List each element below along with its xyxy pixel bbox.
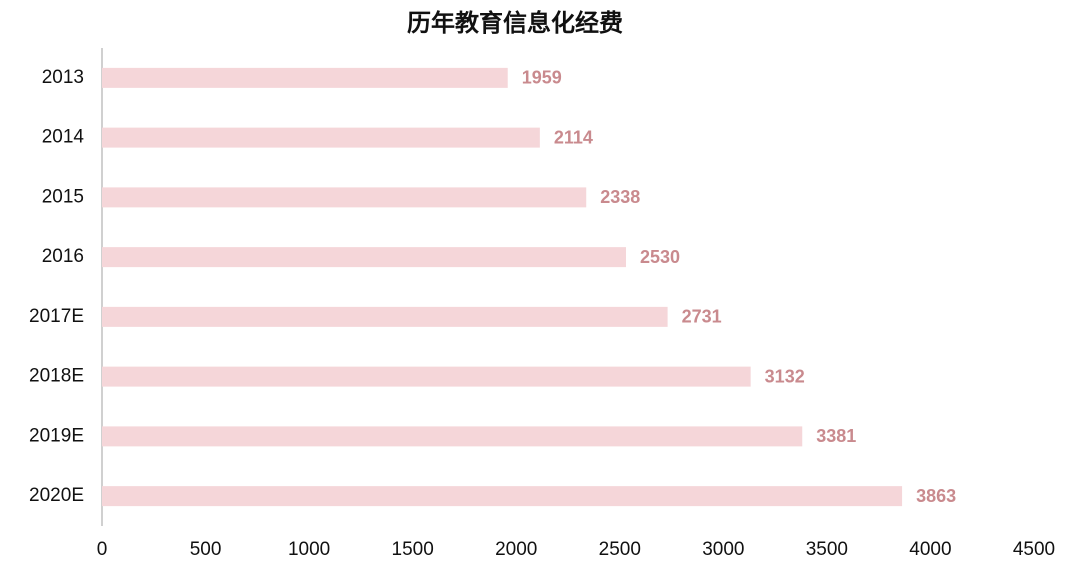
x-tick-label: 3500 <box>806 539 848 560</box>
y-tick-label: 2020E <box>29 485 84 506</box>
bar <box>102 127 540 148</box>
data-label: 3381 <box>816 426 856 446</box>
data-label: 2731 <box>682 307 722 327</box>
data-label: 1959 <box>522 68 562 88</box>
x-tick-label: 0 <box>97 539 108 560</box>
bar <box>102 486 903 507</box>
y-tick-label: 2016 <box>42 246 84 267</box>
x-tick-label: 1000 <box>288 539 330 560</box>
x-tick-label: 1500 <box>392 539 434 560</box>
y-tick-label: 2017E <box>29 306 84 327</box>
bar <box>102 366 751 387</box>
x-tick-label: 4500 <box>1013 539 1055 560</box>
x-tick-label: 2500 <box>599 539 641 560</box>
y-tick-label: 2013 <box>42 67 84 88</box>
data-label: 3863 <box>916 486 956 506</box>
bar <box>102 187 587 208</box>
bar <box>102 247 626 268</box>
x-tick-label: 3000 <box>702 539 744 560</box>
data-label: 2114 <box>554 127 593 147</box>
data-label: 2530 <box>640 247 680 267</box>
y-tick-label: 2019E <box>29 425 84 446</box>
y-tick-label: 2018E <box>29 366 84 387</box>
x-tick-label: 2000 <box>495 539 537 560</box>
data-label: 2338 <box>600 187 640 207</box>
chart-title: 历年教育信息化经费 <box>407 9 623 37</box>
x-tick-label: 4000 <box>909 539 951 560</box>
y-tick-label: 2014 <box>42 127 85 148</box>
data-label: 3132 <box>765 366 805 386</box>
x-tick-label: 500 <box>190 539 222 560</box>
bar <box>102 67 508 88</box>
y-tick-label: 2015 <box>42 186 84 207</box>
bar <box>102 306 668 327</box>
bar <box>102 426 803 447</box>
